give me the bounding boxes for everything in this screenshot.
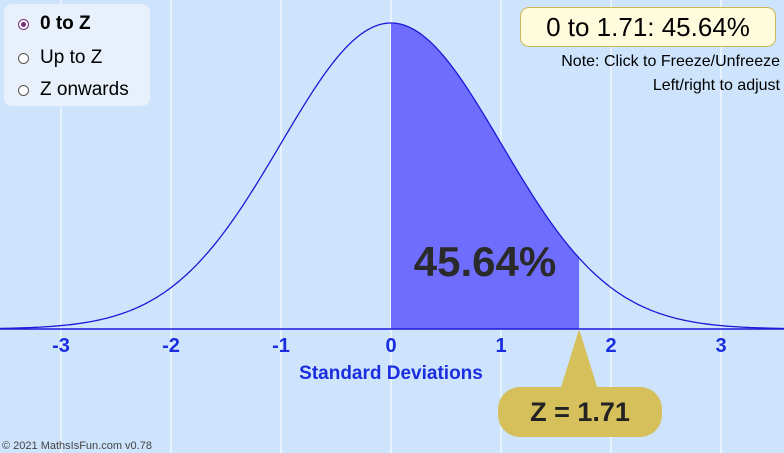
x-tick-label: -3 xyxy=(52,335,70,357)
mode-selector: 0 to Z Up to Z Z onwards xyxy=(4,4,150,106)
z-value-label: Z = 1.71 xyxy=(530,397,630,427)
mode-option-0-to-z[interactable]: 0 to Z xyxy=(18,11,91,37)
x-tick-label: 1 xyxy=(495,335,506,357)
x-tick-label: 2 xyxy=(605,335,616,357)
x-axis-label: Standard Deviations xyxy=(299,363,483,384)
mode-option-z-onwards[interactable]: Z onwards xyxy=(18,77,129,103)
mode-label-z-onwards: Z onwards xyxy=(40,79,129,100)
mode-option-up-to-z[interactable]: Up to Z xyxy=(18,45,102,71)
radio-0-to-z[interactable] xyxy=(18,18,29,30)
area-percent-label: 45.64% xyxy=(414,238,556,285)
x-tick-labels: -3 -2 -1 0 1 2 3 xyxy=(52,335,726,357)
x-tick-label: 3 xyxy=(715,335,726,357)
mode-label-up-to-z: Up to Z xyxy=(40,47,103,68)
copyright: © 2021 MathsIsFun.com v0.78 xyxy=(2,440,152,452)
note-freeze: Note: Click to Freeze/Unfreeze xyxy=(561,53,780,70)
z-value-callout[interactable] xyxy=(498,329,662,437)
radio-up-to-z[interactable] xyxy=(18,52,29,64)
mode-label-0-to-z: 0 to Z xyxy=(40,13,91,34)
note-adjust: Left/right to adjust xyxy=(652,77,780,94)
result-display: 0 to 1.71: 45.64% xyxy=(520,7,776,47)
radio-z-onwards[interactable] xyxy=(18,84,29,96)
x-tick-label: 0 xyxy=(385,335,396,357)
shaded-area xyxy=(391,23,580,329)
normal-curve xyxy=(0,22,784,330)
x-tick-label: -2 xyxy=(162,335,180,357)
x-tick-label: -1 xyxy=(272,335,290,357)
